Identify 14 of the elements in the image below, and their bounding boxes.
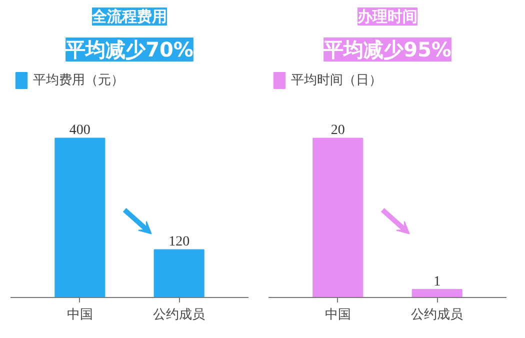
data-label: 120 [168, 234, 190, 250]
data-label: 400 [69, 123, 90, 138]
x-tick-label: 公约成员 [153, 308, 206, 322]
x-tick-label: 中国 [324, 308, 351, 322]
chart-subtitle: 平均减少95% [322, 38, 452, 62]
x-tick-label: 公约成员 [411, 308, 464, 322]
legend-label: 平均时间（日） [291, 72, 382, 89]
data-label: 1 [434, 274, 441, 290]
x-tick-label: 中国 [66, 308, 93, 322]
chart-title: 办理时间 [356, 8, 418, 26]
legend-label: 平均费用（元） [33, 72, 124, 89]
chart-title: 全流程费用 [91, 8, 167, 26]
data-label: 20 [330, 123, 345, 138]
chart-subtitle: 平均减少70% [64, 38, 194, 62]
